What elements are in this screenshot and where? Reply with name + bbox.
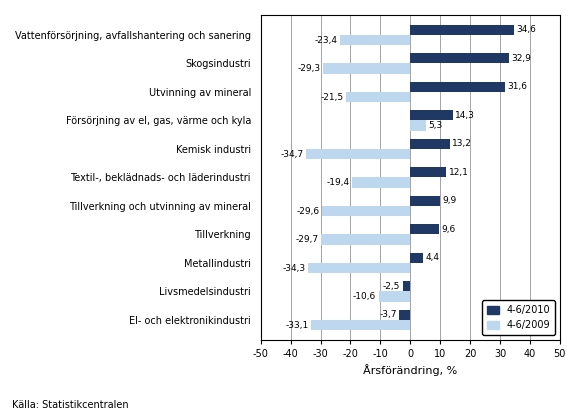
Text: 14,3: 14,3: [456, 111, 475, 120]
Text: -29,7: -29,7: [296, 235, 319, 244]
Text: -3,7: -3,7: [379, 310, 397, 319]
Text: -34,3: -34,3: [282, 264, 305, 273]
Text: Källa: Statistikcentralen: Källa: Statistikcentralen: [12, 400, 128, 410]
Text: -33,1: -33,1: [286, 321, 309, 330]
Text: -23,4: -23,4: [315, 35, 338, 44]
Text: 12,1: 12,1: [449, 168, 469, 177]
Text: 9,9: 9,9: [442, 197, 457, 205]
Text: -2,5: -2,5: [383, 282, 400, 291]
Bar: [321, 234, 410, 245]
Text: -29,6: -29,6: [296, 206, 320, 215]
Bar: [322, 206, 410, 216]
Text: 9,6: 9,6: [442, 225, 456, 234]
Text: 5,3: 5,3: [429, 121, 443, 130]
Bar: [307, 149, 410, 159]
Text: -34,7: -34,7: [281, 150, 304, 159]
Text: 13,2: 13,2: [452, 139, 472, 148]
Bar: [308, 263, 410, 273]
Bar: [410, 110, 453, 120]
Text: 31,6: 31,6: [507, 82, 527, 91]
Bar: [399, 310, 410, 320]
Bar: [403, 281, 410, 291]
Bar: [410, 167, 446, 178]
Text: -21,5: -21,5: [321, 93, 343, 102]
Text: 34,6: 34,6: [516, 25, 536, 34]
Bar: [410, 139, 450, 149]
X-axis label: Årsförändring, %: Årsförändring, %: [363, 365, 457, 377]
Bar: [379, 291, 410, 302]
Text: -10,6: -10,6: [353, 292, 376, 301]
Bar: [410, 53, 509, 63]
Bar: [410, 25, 514, 35]
Bar: [340, 35, 410, 45]
Text: 32,9: 32,9: [511, 54, 531, 63]
Text: 4,4: 4,4: [426, 253, 440, 262]
Bar: [352, 178, 410, 188]
Bar: [322, 63, 410, 74]
Text: -29,3: -29,3: [297, 64, 320, 73]
Bar: [410, 224, 439, 234]
Bar: [410, 120, 426, 131]
Text: -19,4: -19,4: [327, 178, 350, 187]
Bar: [410, 253, 424, 263]
Bar: [311, 320, 410, 330]
Bar: [410, 196, 440, 206]
Legend: 4-6/2010, 4-6/2009: 4-6/2010, 4-6/2009: [482, 300, 555, 335]
Bar: [410, 82, 505, 92]
Bar: [346, 92, 410, 102]
